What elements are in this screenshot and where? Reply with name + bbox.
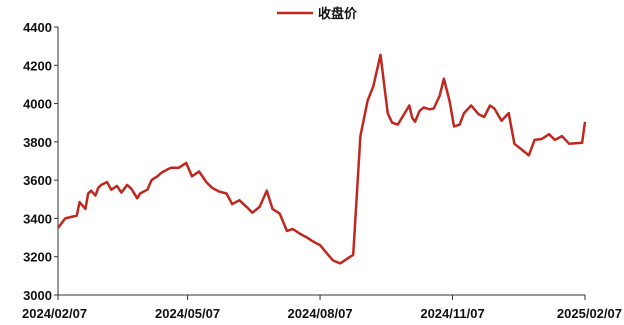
- y-axis-ticks: 3000 3200 3400 3600 3800 4000 4200 4400: [23, 20, 58, 303]
- y-tick-label: 4400: [23, 20, 52, 35]
- chart-legend: 收盘价: [277, 6, 358, 22]
- series-group: [56, 53, 587, 265]
- x-tick-label: 2024/02/07: [22, 306, 87, 321]
- x-tick-label: 2025/02/07: [557, 306, 622, 321]
- x-tick-label: 2024/05/07: [155, 306, 220, 321]
- y-tick-label: 4200: [23, 58, 52, 73]
- y-tick-label: 3600: [23, 173, 52, 188]
- legend-label: 收盘价: [318, 6, 358, 22]
- y-tick-label: 3800: [23, 135, 52, 150]
- series-line-closing-price: [56, 53, 587, 265]
- x-tick-label: 2024/11/07: [420, 306, 484, 321]
- x-tick-label: 2024/08/07: [288, 306, 353, 321]
- y-tick-label: 3400: [23, 211, 52, 226]
- y-tick-label: 3000: [23, 288, 52, 303]
- y-tick-label: 4000: [23, 97, 52, 112]
- x-axis-ticks: 2024/02/07 2024/05/07 2024/08/07 2024/11/07…: [22, 295, 622, 321]
- y-tick-label: 3200: [23, 250, 52, 265]
